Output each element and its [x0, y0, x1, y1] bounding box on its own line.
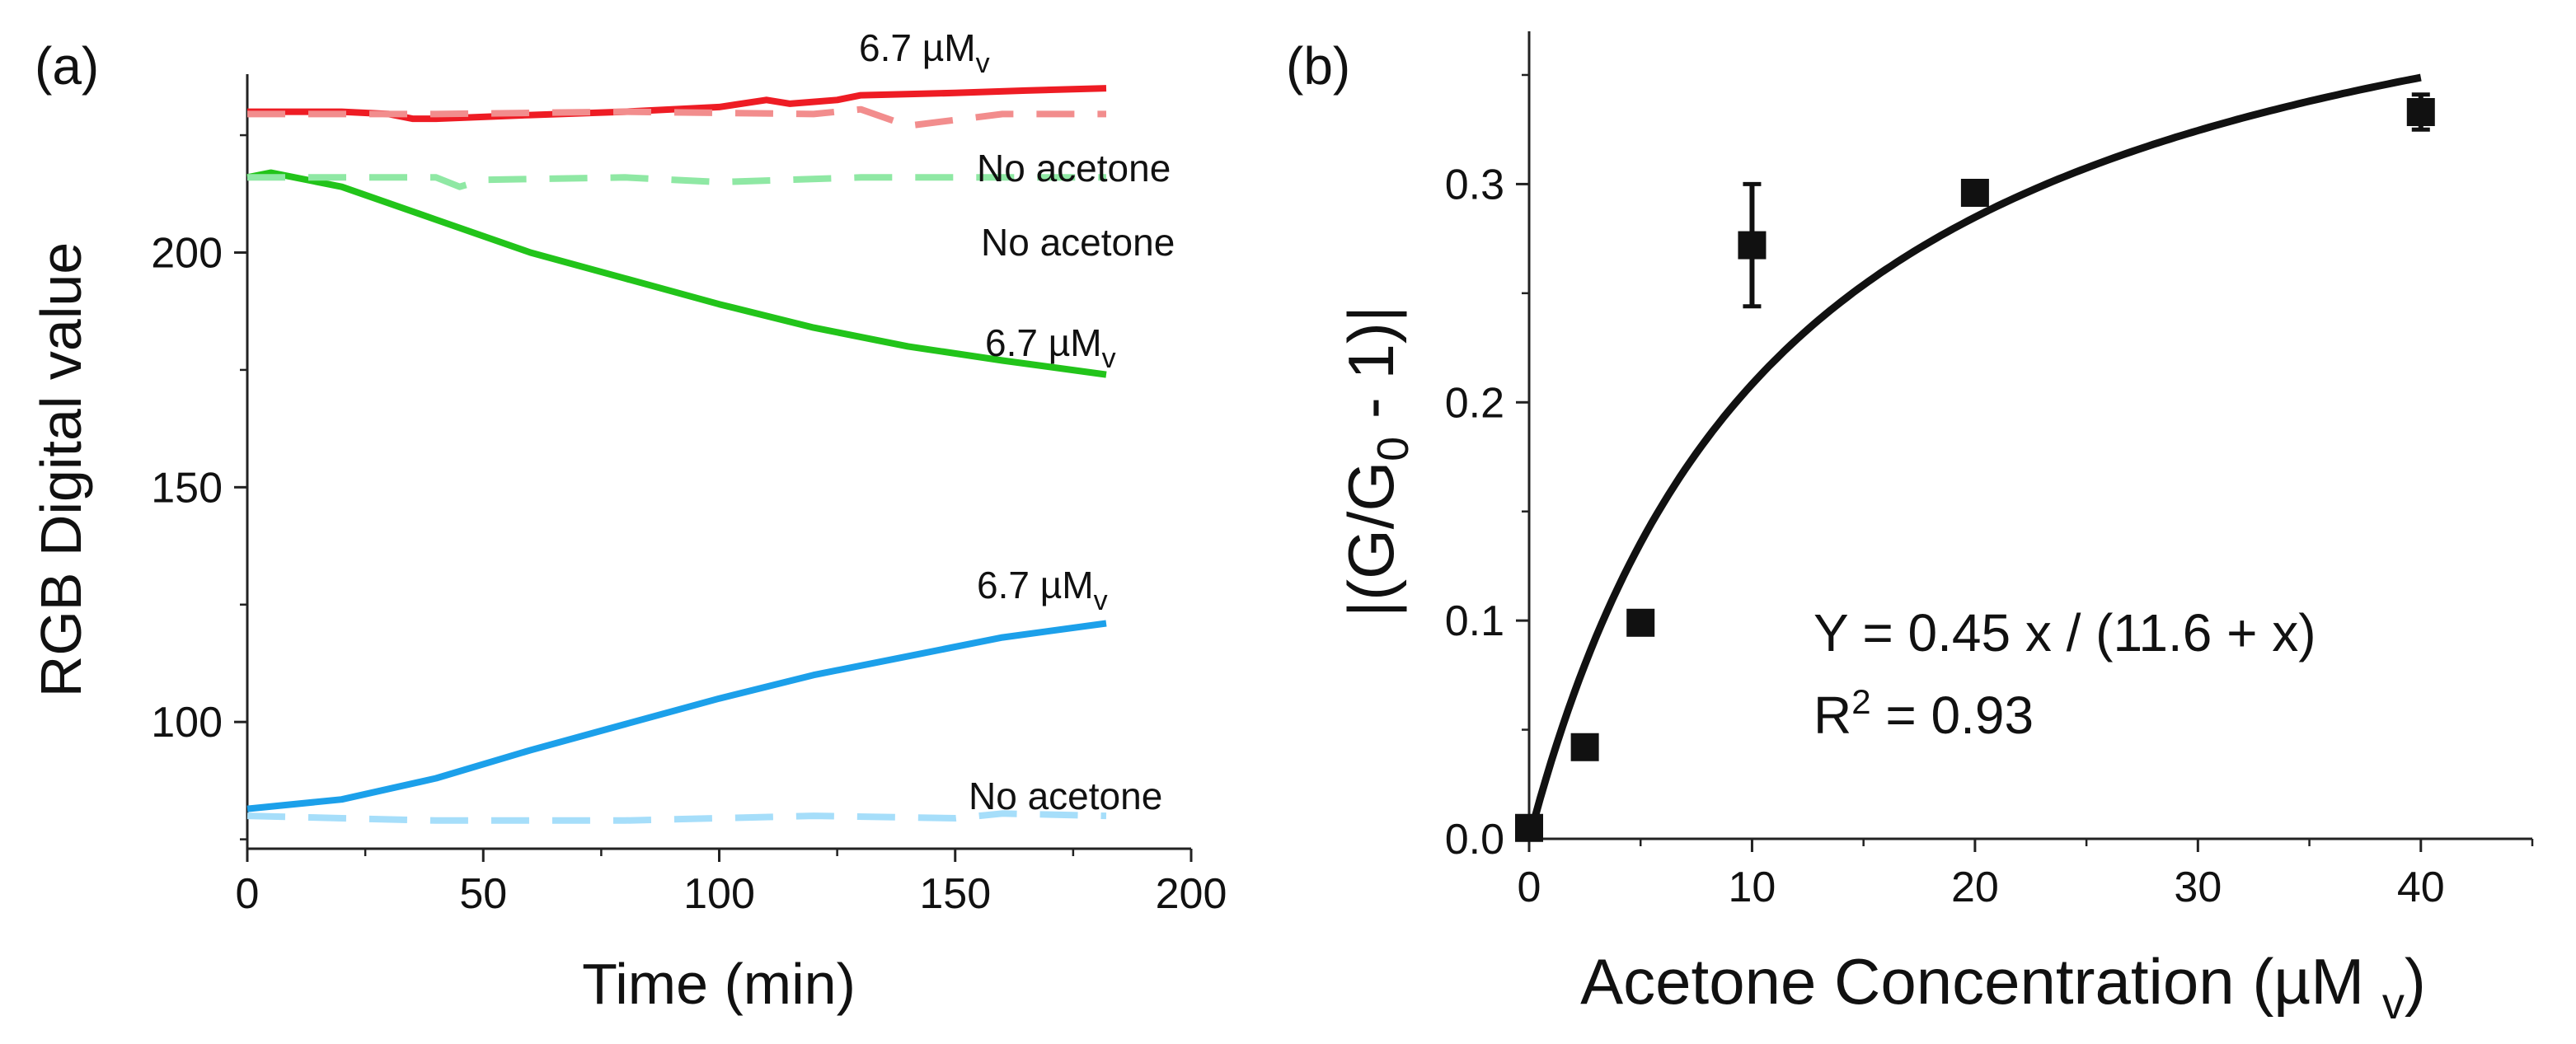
panel-a-x-tick-label: 200	[1156, 870, 1227, 918]
data-point-4	[1960, 179, 1989, 207]
panel-a-y-axis-title: RGB Digital value	[29, 242, 93, 697]
panel-b-x-tick-label: 0	[1518, 864, 1541, 911]
panel-b-y-tick-label: 0.2	[1445, 379, 1504, 427]
annotation-red-no-acetone: No acetone	[977, 147, 1171, 190]
panel-b-y-tick-label: 0.1	[1445, 597, 1504, 645]
data-point-0	[1515, 813, 1543, 842]
panel-a-series	[246, 85, 1107, 824]
series-line-3	[247, 174, 1106, 190]
panel-b-x-tick-label: 30	[2174, 864, 2222, 911]
panel-a: (a) 0 50 100 150 200 100 150 200 Time (m…	[29, 26, 1227, 1016]
panel-b-x-tick-label: 10	[1729, 864, 1776, 911]
panel-a-ticks	[234, 133, 1193, 862]
panel-b-fit	[1525, 73, 2422, 840]
data-point-1	[1570, 733, 1599, 761]
panel-b-y-tick-label: 0.3	[1445, 161, 1504, 208]
data-point-3	[1738, 231, 1767, 260]
panel-a-y-tick-label: 200	[151, 229, 223, 277]
series-line-4	[246, 620, 1107, 812]
panel-a-y-tick-label: 100	[151, 699, 223, 747]
panel-a-y-tick-label: 150	[151, 464, 223, 512]
fit-curve	[1525, 73, 2422, 840]
panel-b-y-tick-label: 0.0	[1445, 816, 1504, 864]
panel-b-y-axis-title: |(G/G0 - 1)|	[1335, 306, 1418, 617]
annotation-red-concentration: 6.7 µMv	[859, 26, 990, 79]
panel-b-points	[1515, 92, 2435, 842]
data-point-2	[1626, 608, 1655, 637]
annotation-blue-concentration: 6.7 µMv	[977, 564, 1108, 616]
series-line-1	[247, 105, 1106, 129]
panel-a-label: (a)	[35, 36, 99, 96]
r-squared: R2 = 0.93	[1814, 682, 2034, 745]
panel-a-x-tick-label: 0	[236, 870, 260, 918]
series-line-2	[246, 169, 1107, 378]
series-line-5	[246, 810, 1107, 824]
panel-a-x-tick-label: 50	[459, 870, 507, 918]
annotation-green-concentration: 6.7 µMv	[985, 321, 1116, 374]
panel-b-x-tick-label: 20	[1951, 864, 1999, 911]
panel-b-x-tick-label: 40	[2397, 864, 2445, 911]
panel-a-x-tick-label: 150	[919, 870, 991, 918]
data-point-5	[2406, 98, 2435, 126]
panel-b-label: (b)	[1286, 36, 1350, 96]
panel-a-x-axis-title: Time (min)	[582, 952, 856, 1016]
fit-equation: Y = 0.45 x / (11.6 + x)	[1814, 603, 2316, 662]
panel-a-x-tick-label: 100	[683, 870, 755, 918]
panel-b: (b) 0 10 20 30 40 0.0 0.1 0.2 0.3 Aceton…	[1286, 31, 2534, 1028]
annotation-green-no-acetone: No acetone	[981, 221, 1175, 264]
annotation-blue-no-acetone: No acetone	[969, 775, 1162, 817]
panel-b-x-axis-title: Acetone Concentration (µM v)	[1580, 945, 2426, 1028]
